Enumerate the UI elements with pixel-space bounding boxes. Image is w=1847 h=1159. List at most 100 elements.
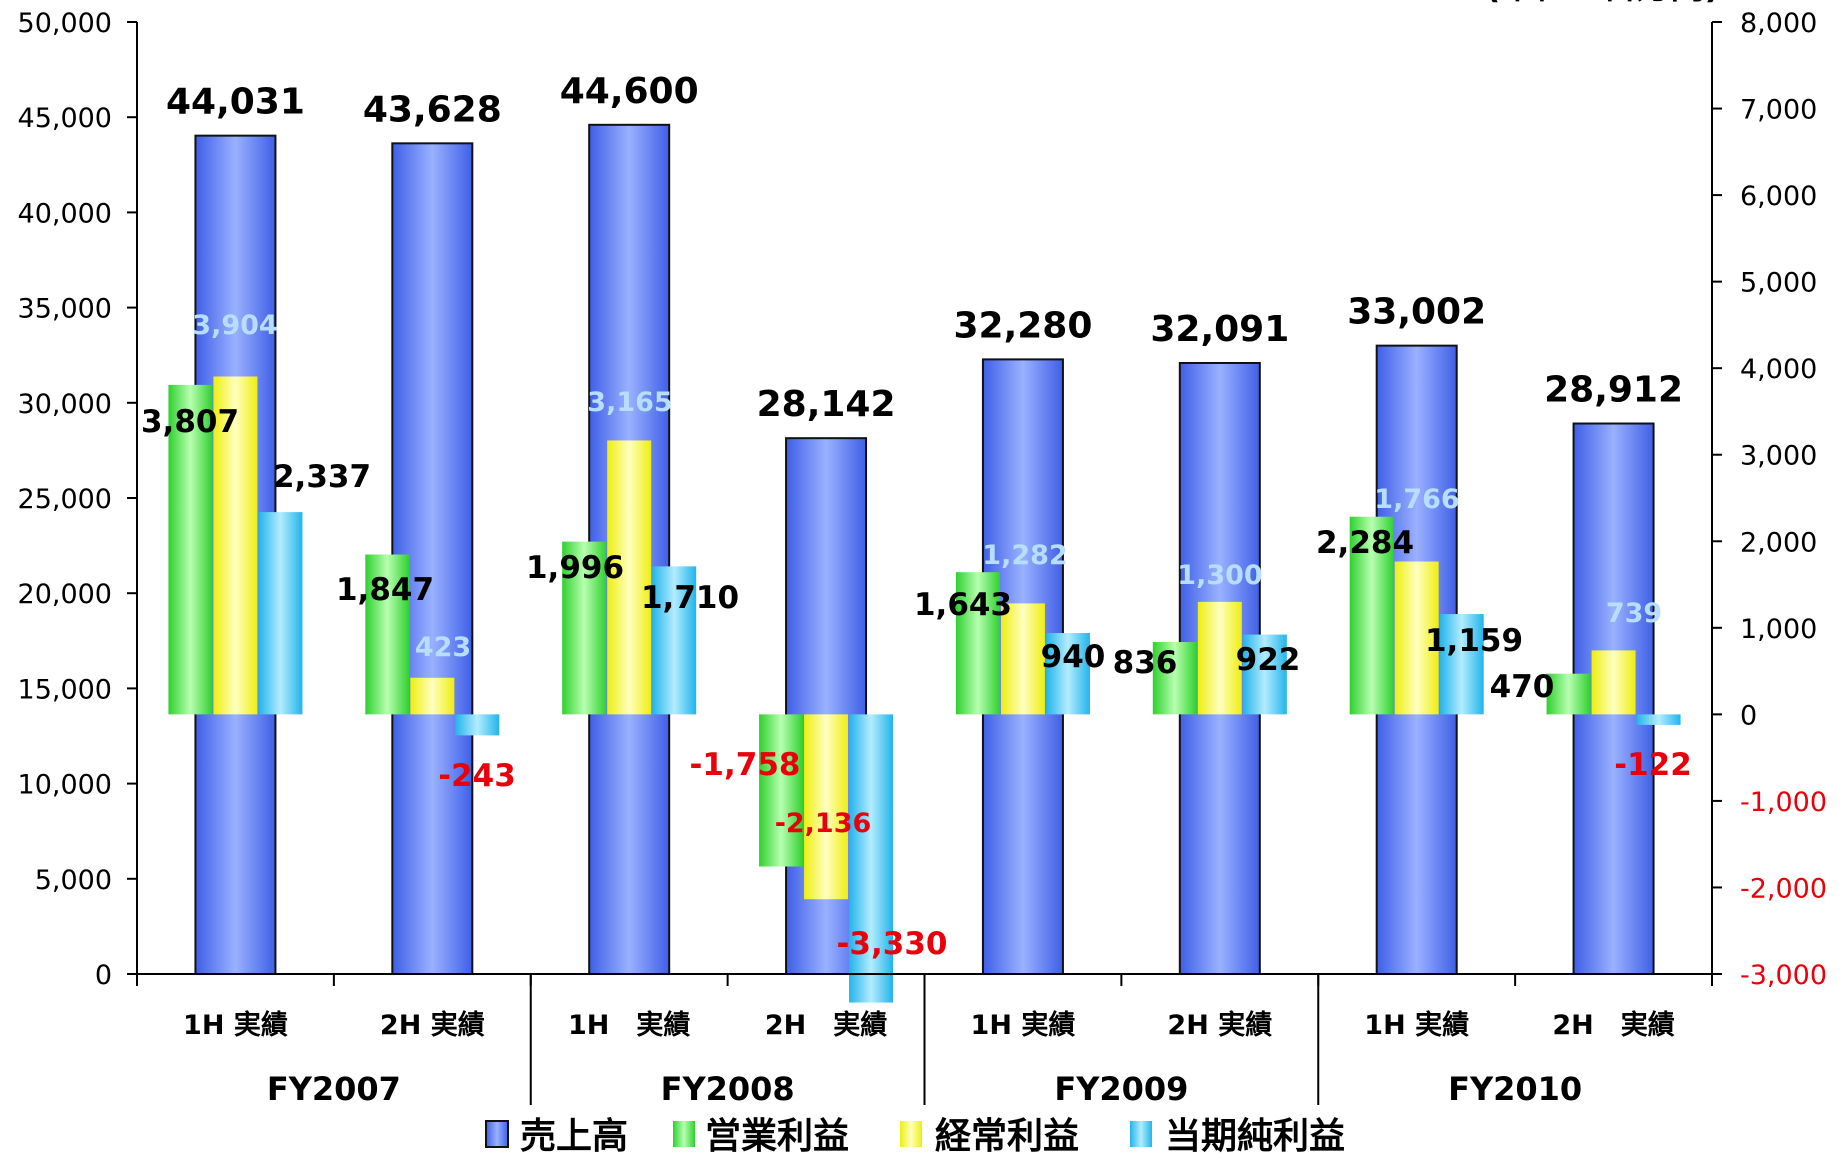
data-label-ordinary-profit: 3,904 [192, 310, 277, 341]
bar-ordinary-profit-6 [1394, 561, 1439, 715]
data-label-net-income: 940 [1041, 639, 1106, 675]
bar-net-income-1 [455, 714, 500, 736]
bar-net-income-2 [652, 566, 697, 715]
group-label: FY2010 [1448, 1070, 1582, 1108]
right-tick-label: 3,000 [1740, 441, 1817, 472]
legend-label-operating-profit: 営業利益 [705, 1116, 849, 1154]
group-label: FY2008 [661, 1070, 795, 1108]
data-label-operating-profit: 836 [1113, 645, 1178, 681]
right-tick-label: 4,000 [1740, 354, 1817, 385]
data-label-net-income: -122 [1614, 747, 1692, 783]
data-label-operating-profit: 2,284 [1316, 525, 1414, 561]
left-tick-label: 25,000 [18, 484, 112, 515]
category-label: 1H 実績 [183, 1009, 288, 1041]
left-tick-label: 40,000 [18, 198, 112, 229]
bar-operating-profit-2 [562, 541, 607, 715]
bar-operating-profit-7 [1546, 673, 1591, 715]
data-label-operating-profit: 470 [1490, 669, 1555, 705]
data-label-net-income: 2,337 [273, 459, 371, 495]
data-label-operating-profit: 3,807 [141, 404, 239, 440]
right-tick-label: 7,000 [1740, 95, 1817, 126]
left-tick-label: 30,000 [18, 389, 112, 420]
category-label: 2H 実績 [765, 1009, 887, 1041]
data-label-operating-profit: 1,847 [336, 572, 434, 608]
legend-label-net-income: 当期純利益 [1165, 1116, 1345, 1154]
data-label-operating-profit: 1,996 [526, 550, 624, 586]
bar-ordinary-profit-0 [213, 376, 258, 715]
bar-ordinary-profit-1 [410, 677, 455, 715]
labels-layer: 44,031 43,628 44,600 28,142 32,280 32,091 33,0… [141, 71, 1692, 962]
bar-ordinary-profit-5 [1197, 601, 1242, 715]
data-label-ordinary-profit: 1,766 [1374, 484, 1459, 515]
data-label-ordinary-profit: 1,282 [982, 540, 1067, 571]
left-tick-label: 20,000 [18, 579, 112, 610]
bar-net-income-3 [849, 714, 894, 1003]
bar-net-income-4 [1045, 633, 1090, 715]
bars-layer [168, 123, 1681, 1003]
data-label-ordinary-profit: 1,300 [1177, 560, 1262, 591]
legend-swatch-operating-profit [673, 1121, 695, 1147]
data-label-ordinary-profit: -2,136 [775, 808, 872, 839]
legend-swatch-ordinary-profit [900, 1121, 922, 1147]
bar-net-income-0 [258, 512, 303, 715]
legend-swatch-net-income [1130, 1121, 1152, 1147]
data-label-net-income: -3,330 [837, 926, 948, 962]
data-label-ordinary-profit: 739 [1606, 598, 1662, 629]
data-label-operating-profit: 1,643 [914, 587, 1012, 623]
right-tick-label: -3,000 [1740, 960, 1827, 991]
category-label: 1H 実績 [1364, 1009, 1469, 1041]
data-label-sales: 32,091 [1150, 309, 1289, 350]
data-label-ordinary-profit: 423 [415, 632, 471, 663]
bar-net-income-5 [1242, 634, 1287, 715]
category-label: 1H 実績 [971, 1009, 1076, 1041]
bar-net-income-6 [1439, 614, 1484, 715]
left-tick-label: 50,000 [18, 8, 112, 39]
category-label: 2H 実績 [1167, 1009, 1272, 1041]
legend-swatch-sales [485, 1120, 509, 1148]
right-tick-label: 6,000 [1740, 181, 1817, 212]
category-label: 2H 実績 [380, 1009, 485, 1041]
bar-ordinary-profit-3 [804, 714, 849, 900]
bar-ordinary-profit-4 [1000, 603, 1045, 715]
data-label-sales: 44,031 [166, 82, 305, 123]
left-tick-label: 5,000 [35, 865, 112, 896]
bar-operating-profit-0 [168, 384, 213, 715]
bar-operating-profit-6 [1349, 516, 1394, 715]
left-tick-label: 10,000 [18, 770, 112, 801]
data-label-net-income: 922 [1236, 642, 1301, 678]
category-label: 2H 実績 [1552, 1009, 1674, 1041]
data-label-operating-profit: -1,758 [690, 747, 801, 783]
unit-note: (単位：百万円) [1485, 0, 1720, 7]
right-tick-label: 5,000 [1740, 268, 1817, 299]
left-tick-label: 15,000 [18, 674, 112, 705]
right-tick-label: -2,000 [1740, 873, 1827, 904]
bar-operating-profit-1 [365, 554, 410, 715]
bar-ordinary-profit-2 [607, 440, 652, 715]
left-tick-label: 45,000 [18, 103, 112, 134]
bar-operating-profit-4 [955, 572, 1000, 715]
data-label-sales: 32,280 [953, 305, 1092, 346]
data-label-ordinary-profit: 3,165 [587, 387, 672, 418]
group-label: FY2007 [267, 1070, 401, 1108]
data-label-net-income: -243 [438, 758, 516, 794]
legend: 売上高 営業利益 経常利益 当期純利益 [485, 1116, 1345, 1157]
data-label-sales: 33,002 [1347, 292, 1486, 333]
legend-label-ordinary-profit: 経常利益 [935, 1116, 1079, 1154]
left-tick-label: 35,000 [18, 294, 112, 325]
data-label-net-income: 1,710 [641, 580, 739, 616]
data-label-sales: 28,912 [1544, 370, 1683, 411]
bar-operating-profit-5 [1152, 642, 1197, 715]
bar-operating-profit-3 [759, 714, 804, 867]
right-tick-label: -1,000 [1740, 787, 1827, 818]
right-tick-label: 8,000 [1740, 8, 1817, 39]
right-tick-label: 1,000 [1740, 614, 1817, 645]
data-label-net-income: 1,159 [1425, 623, 1523, 659]
bar-ordinary-profit-7 [1591, 650, 1636, 715]
right-tick-label: 2,000 [1740, 527, 1817, 558]
right-tick-label: 0 [1740, 700, 1757, 731]
legend-label-sales: 売上高 [520, 1116, 628, 1154]
data-label-sales: 28,142 [757, 384, 896, 425]
axes-layer: 0 5,000 10,000 15,000 20,000 25,000 30,000 35,0… [18, 0, 1828, 1108]
